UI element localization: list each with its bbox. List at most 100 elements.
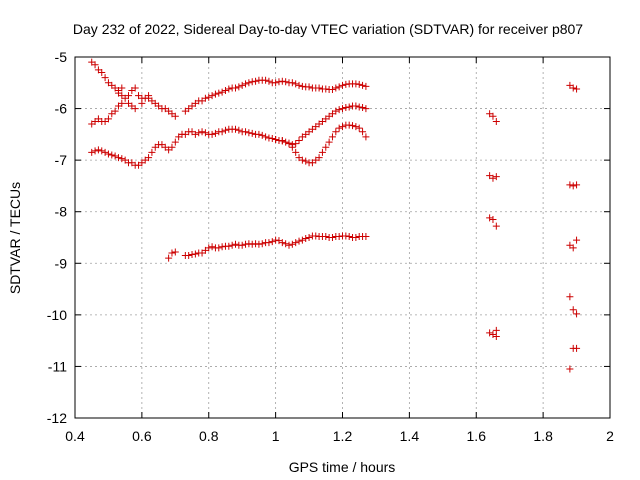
data-point (101, 148, 109, 156)
data-point (211, 129, 219, 137)
data-point (238, 241, 246, 249)
data-point (272, 136, 280, 144)
data-point (215, 89, 223, 97)
data-point (242, 128, 250, 136)
series-arc-upper-rising (114, 76, 370, 115)
series-late-1.89 (566, 81, 581, 373)
data-point (328, 234, 336, 241)
data-point (335, 83, 343, 91)
data-point (332, 107, 340, 115)
data-point (362, 133, 370, 141)
series-arc-middle (88, 99, 370, 149)
data-point (265, 77, 273, 85)
data-point (339, 81, 346, 89)
data-point (569, 182, 577, 190)
data-point (265, 239, 273, 247)
data-point (292, 239, 300, 247)
data-point (191, 250, 199, 258)
data-point (566, 181, 574, 189)
data-point (305, 234, 313, 241)
series-late-1.64 (486, 110, 500, 341)
data-point (218, 243, 226, 251)
data-point (171, 248, 179, 256)
data-point (148, 148, 156, 156)
data-point (288, 143, 296, 151)
data-point (248, 78, 256, 86)
data-point (208, 92, 216, 100)
data-point (302, 235, 310, 243)
y-tick-label: -11 (48, 358, 67, 374)
data-point (342, 80, 350, 88)
data-point (168, 143, 176, 151)
data-point (342, 104, 350, 112)
data-point (235, 126, 243, 134)
data-point (362, 105, 370, 113)
data-point (215, 244, 223, 252)
data-point (352, 80, 360, 88)
data-point (242, 80, 250, 88)
data-point (232, 84, 239, 92)
data-point (362, 82, 370, 90)
data-point (298, 236, 306, 244)
data-point (295, 81, 303, 89)
data-point (125, 92, 132, 100)
data-point (486, 329, 494, 337)
data-point (282, 78, 290, 86)
data-point (328, 85, 336, 93)
data-point (245, 79, 253, 87)
data-point (573, 181, 581, 189)
data-point (566, 365, 574, 373)
data-point (225, 85, 233, 93)
x-tick-label: 1.6 (467, 428, 487, 444)
data-point (145, 92, 153, 100)
data-point (252, 77, 260, 85)
data-point (349, 122, 357, 130)
data-point (492, 333, 500, 341)
data-point (288, 79, 296, 87)
data-point (318, 148, 326, 156)
chart-title: Day 232 of 2022, Sidereal Day-to-day VTE… (73, 21, 583, 37)
data-point (272, 236, 280, 244)
y-tick-label: -6 (55, 101, 68, 117)
data-point (208, 130, 216, 138)
data-point (245, 129, 253, 137)
y-tick-label: -7 (55, 152, 68, 168)
data-point (569, 306, 577, 314)
data-point (302, 157, 310, 165)
data-points (88, 58, 581, 373)
data-point (218, 128, 226, 136)
data-point (288, 240, 296, 248)
data-point (258, 240, 266, 248)
data-point (278, 137, 286, 145)
data-point (312, 232, 320, 240)
data-point (573, 85, 581, 93)
data-point (298, 82, 306, 90)
y-axis-label: SDTVAR / TECUs (7, 182, 23, 294)
data-point (118, 99, 126, 107)
data-point (255, 130, 263, 138)
x-tick-label: 0.4 (65, 428, 85, 444)
data-point (111, 107, 119, 115)
data-point (232, 240, 239, 248)
data-point (492, 326, 500, 334)
data-point (492, 222, 500, 230)
data-point (104, 115, 112, 123)
data-point (489, 112, 497, 120)
axis-ticks (74, 56, 611, 419)
data-point (88, 148, 96, 156)
x-tick-label: 0.8 (199, 428, 219, 444)
data-point (268, 238, 276, 246)
data-point (489, 174, 497, 182)
data-point (345, 103, 353, 111)
data-point (245, 240, 253, 248)
data-point (352, 234, 360, 241)
data-point (489, 215, 497, 223)
data-point (295, 237, 303, 245)
data-point (315, 84, 323, 92)
data-point (292, 140, 300, 148)
data-point (91, 147, 99, 155)
data-point (211, 90, 219, 98)
data-point (265, 134, 273, 142)
data-point (322, 85, 330, 93)
